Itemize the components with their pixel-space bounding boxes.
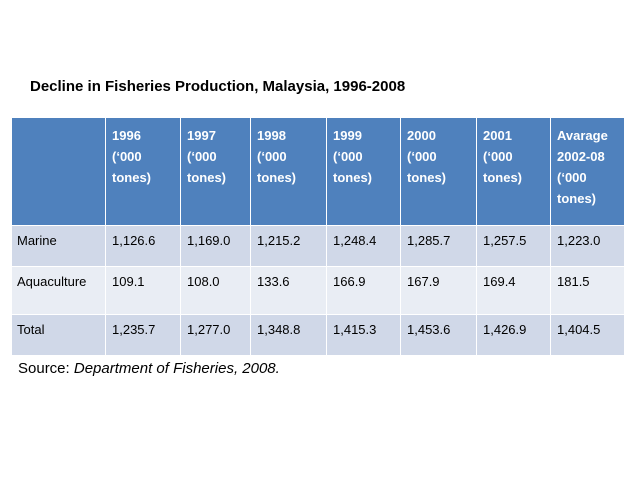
header-cell-average: Avarage 2002-08 (‘000 tones) [550,117,625,226]
header-cell-1996: 1996 (‘000 tones) [105,117,181,226]
table-row-aquaculture: Aquaculture 109.1 108.0 133.6 166.9 167.… [11,266,625,315]
table-header-row: 1996 (‘000 tones) 1997 (‘000 tones) 1998… [11,117,625,226]
table-cell: 1,415.3 [326,314,401,356]
header-cell-1999: 1999 (‘000 tones) [326,117,401,226]
header-line: 1998 [257,128,286,143]
table-cell: 1,169.0 [180,225,251,267]
table-cell: 167.9 [400,266,477,315]
source-note: Source: Department of Fisheries, 2008. [18,360,280,377]
row-label: Total [11,314,106,356]
header-line: 1996 [112,128,141,143]
header-line: (‘000 [257,149,287,164]
header-line: (‘000 [557,170,587,185]
header-line: (‘000 [333,149,363,164]
header-line: 1997 [187,128,216,143]
table-cell: 1,223.0 [550,225,625,267]
header-cell-1998: 1998 (‘000 tones) [250,117,327,226]
table-cell: 169.4 [476,266,551,315]
header-line: (‘000 [407,149,437,164]
source-label: Source: [18,360,74,377]
header-line: (‘000 [483,149,513,164]
table-cell: 1,277.0 [180,314,251,356]
header-line: tones) [112,170,151,185]
table-cell: 1,404.5 [550,314,625,356]
table-cell: 1,215.2 [250,225,327,267]
table-cell: 1,257.5 [476,225,551,267]
header-cell-empty [11,117,106,226]
table-cell: 166.9 [326,266,401,315]
header-line: (‘000 [112,149,142,164]
header-line: tones) [483,170,522,185]
header-cell-1997: 1997 (‘000 tones) [180,117,251,226]
table-row-marine: Marine 1,126.6 1,169.0 1,215.2 1,248.4 1… [11,225,625,267]
table-cell: 133.6 [250,266,327,315]
header-line: 2002-08 [557,149,605,164]
header-cell-2001: 2001 (‘000 tones) [476,117,551,226]
row-label: Aquaculture [11,266,106,315]
slide-title: Decline in Fisheries Production, Malaysi… [30,78,406,95]
header-cell-2000: 2000 (‘000 tones) [400,117,477,226]
header-line: tones) [407,170,446,185]
table-cell: 109.1 [105,266,181,315]
table-cell: 181.5 [550,266,625,315]
source-citation: Department of Fisheries, 2008. [73,360,280,377]
table-cell: 1,285.7 [400,225,477,267]
header-line: tones) [187,170,226,185]
header-line: 1999 [333,128,362,143]
header-line: tones) [557,191,596,206]
header-line: tones) [333,170,372,185]
table-row-total: Total 1,235.7 1,277.0 1,348.8 1,415.3 1,… [11,314,625,356]
table-cell: 1,348.8 [250,314,327,356]
row-label: Marine [11,225,106,267]
fisheries-production-table: 1996 (‘000 tones) 1997 (‘000 tones) 1998… [11,117,625,356]
table-cell: 1,235.7 [105,314,181,356]
table-cell: 108.0 [180,266,251,315]
header-line: (‘000 [187,149,217,164]
header-line: tones) [257,170,296,185]
table-cell: 1,248.4 [326,225,401,267]
header-line: 2001 [483,128,512,143]
header-line: 2000 [407,128,436,143]
table-cell: 1,426.9 [476,314,551,356]
table-cell: 1,126.6 [105,225,181,267]
header-line: Avarage [557,128,608,143]
table-cell: 1,453.6 [400,314,477,356]
